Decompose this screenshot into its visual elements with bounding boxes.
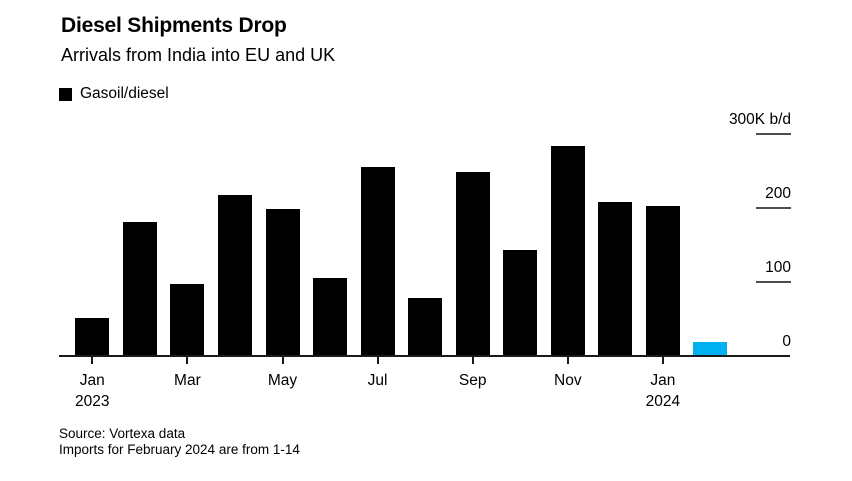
bar-mar-2023 [170, 284, 205, 355]
x-tick-line-8 [471, 356, 474, 364]
x-tick-line-0 [91, 356, 94, 364]
x-tick-label-10: Nov [554, 372, 582, 389]
y-tick-line-200 [756, 207, 791, 209]
x-tick-line-4 [281, 356, 284, 364]
chart-title: Diesel Shipments Drop [61, 14, 287, 37]
chart-legend: Gasoil/diesel [59, 85, 169, 103]
y-tick-line-300 [756, 133, 791, 135]
bar-feb-2023 [122, 222, 157, 355]
bar-apr-2023 [217, 195, 252, 355]
x-tick-label-8: Sep [458, 372, 487, 389]
bar-jan-2024 [645, 206, 680, 355]
y-tick-label-200: 200 [765, 185, 791, 202]
legend-label: Gasoil/diesel [80, 85, 169, 102]
bar-sep-2023 [455, 172, 490, 355]
bar-feb-2024 [693, 342, 728, 355]
x-tick-line-12 [661, 356, 664, 364]
x-tick-label-4: May [267, 372, 298, 389]
x-tick-line-10 [566, 356, 569, 364]
bar-aug-2023 [408, 298, 443, 355]
bar-nov-2023 [550, 146, 585, 355]
bar-jun-2023 [313, 278, 348, 355]
bar-jul-2023 [360, 167, 395, 355]
y-tick-label-100: 100 [765, 259, 791, 276]
x-axis-line [59, 355, 790, 357]
x-tick-label-0: Jan 2023 [75, 372, 110, 410]
bar-dec-2023 [598, 202, 633, 355]
bar-may-2023 [265, 209, 300, 355]
bar-jan-2023 [75, 318, 110, 355]
chart-subtitle: Arrivals from India into EU and UK [61, 45, 336, 65]
y-tick-label-0: 0 [782, 333, 791, 350]
x-tick-line-6 [376, 356, 379, 364]
x-tick-line-2 [186, 356, 189, 364]
data-note: Imports for February 2024 are from 1-14 [59, 441, 300, 457]
legend-swatch-icon [59, 87, 72, 101]
x-tick-label-12: Jan 2024 [645, 372, 681, 410]
y-tick-line-100 [756, 281, 791, 283]
chart-footer: Source: Vortexa data Imports for Februar… [59, 426, 300, 457]
x-tick-label-2: Mar [174, 372, 201, 389]
bar-oct-2023 [503, 250, 538, 355]
y-tick-label-300: 300K b/d [728, 111, 791, 128]
x-tick-label-6: Jul [367, 372, 388, 389]
source-note: Source: Vortexa data [59, 426, 186, 441]
